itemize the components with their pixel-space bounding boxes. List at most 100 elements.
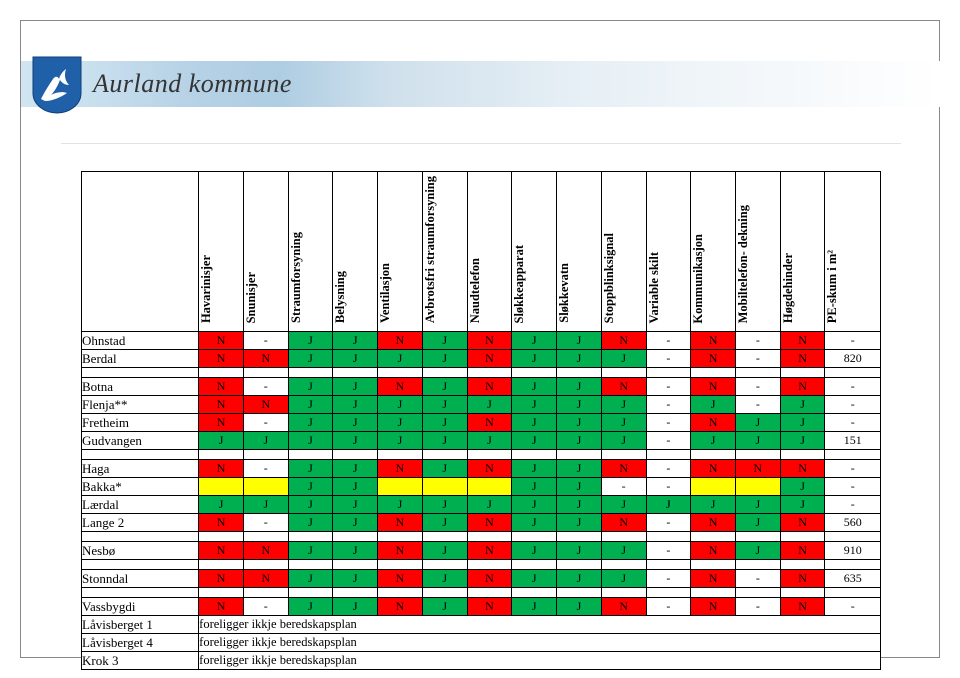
slide-frame: Aurland kommune HavarinisjerSnunisjerStr… [20,20,940,658]
status-cell: J [378,350,423,368]
status-cell: N [378,332,423,350]
status-cell: N [199,414,244,432]
status-cell: - [825,460,881,478]
status-cell: N [199,570,244,588]
status-cell: N [780,514,825,532]
status-cell: N [601,332,646,350]
status-cell: - [243,414,288,432]
table-row: Låvisberget 4foreligger ikkje beredskaps… [82,634,881,652]
status-cell: J [422,350,467,368]
column-header-label: Snunisjer [244,268,288,327]
status-cell: N [243,396,288,414]
status-cell: J [422,496,467,514]
status-cell: - [646,414,691,432]
status-cell: J [422,542,467,560]
status-cell: 635 [825,570,881,588]
status-cell: N [378,570,423,588]
status-cell: J [512,414,557,432]
gap-cell [646,560,691,570]
status-cell: J [512,378,557,396]
gap-cell [780,368,825,378]
gap-cell [422,450,467,460]
status-cell: J [422,414,467,432]
status-cell: N [780,542,825,560]
table-row: Låvisberget 1foreligger ikkje beredskaps… [82,616,881,634]
gap-cell [691,560,736,570]
status-cell: J [601,350,646,368]
table-container: HavarinisjerSnunisjerStraumforsyningBely… [81,171,881,670]
column-header: Naudtelefon [467,172,512,332]
gap-cell [601,588,646,598]
status-cell: - [735,350,780,368]
status-cell: J [557,514,602,532]
status-cell: J [333,496,378,514]
status-cell: J [512,514,557,532]
status-cell: J [691,396,736,414]
status-cell: N [378,378,423,396]
status-cell: N [691,542,736,560]
gap-cell [601,560,646,570]
table-row: Lange 2N-JJNJNJJN-NJN560 [82,514,881,532]
status-cell: N [601,460,646,478]
status-cell: J [735,542,780,560]
row-label: Botna [82,378,199,396]
status-cell: J [467,396,512,414]
status-cell [378,478,423,496]
status-cell: N [601,378,646,396]
status-cell: N [780,350,825,368]
status-cell: J [512,432,557,450]
status-cell: J [288,570,333,588]
status-cell: - [646,542,691,560]
column-header: Mobiltelefon- dekning [735,172,780,332]
gap-cell [646,532,691,542]
column-header-label: Høgdehinder [781,249,825,327]
status-cell: J [512,496,557,514]
status-cell: J [333,478,378,496]
status-cell: N [691,332,736,350]
status-table: HavarinisjerSnunisjerStraumforsyningBely… [81,171,881,670]
status-cell: - [646,396,691,414]
table-row: BerdalNNJJJJNJJJ-N-N820 [82,350,881,368]
column-header-label: Sløkkeapparat [512,241,556,328]
status-cell: N [199,542,244,560]
gap-cell [780,532,825,542]
status-cell: N [780,570,825,588]
status-cell: J [333,396,378,414]
status-cell: - [243,378,288,396]
status-cell: - [646,378,691,396]
status-cell: N [467,460,512,478]
status-cell: J [512,542,557,560]
status-cell: - [735,598,780,616]
gap-cell [825,560,881,570]
column-header-label: Variable skilt [647,248,691,327]
table-row: StonndalNNJJNJNJJJ-N-N635 [82,570,881,588]
gap-cell [601,532,646,542]
status-cell: J [601,414,646,432]
status-cell: J [288,350,333,368]
gap-cell [288,450,333,460]
status-cell: J [691,432,736,450]
column-header: Sløkkevatn [557,172,602,332]
status-cell: J [512,460,557,478]
status-cell: J [288,514,333,532]
gap-cell [557,450,602,460]
column-header-label: Mobiltelefon- dekning [736,201,780,327]
gap-cell [467,560,512,570]
table-row: VassbygdiN-JJNJNJJN-N-N- [82,598,881,616]
gap-cell [735,588,780,598]
column-header: Høgdehinder [780,172,825,332]
gap-cell [333,368,378,378]
status-cell: J [288,478,333,496]
gap-cell [825,532,881,542]
gap-cell [735,560,780,570]
status-cell: - [243,332,288,350]
status-cell: J [378,496,423,514]
status-cell: - [646,598,691,616]
status-cell: J [557,570,602,588]
status-cell: J [512,570,557,588]
status-cell: N [243,350,288,368]
status-cell: J [288,396,333,414]
table-row: Flenja**NNJJJJJJJJ-J-J- [82,396,881,414]
gap-cell [735,368,780,378]
row-label: Fretheim [82,414,199,432]
